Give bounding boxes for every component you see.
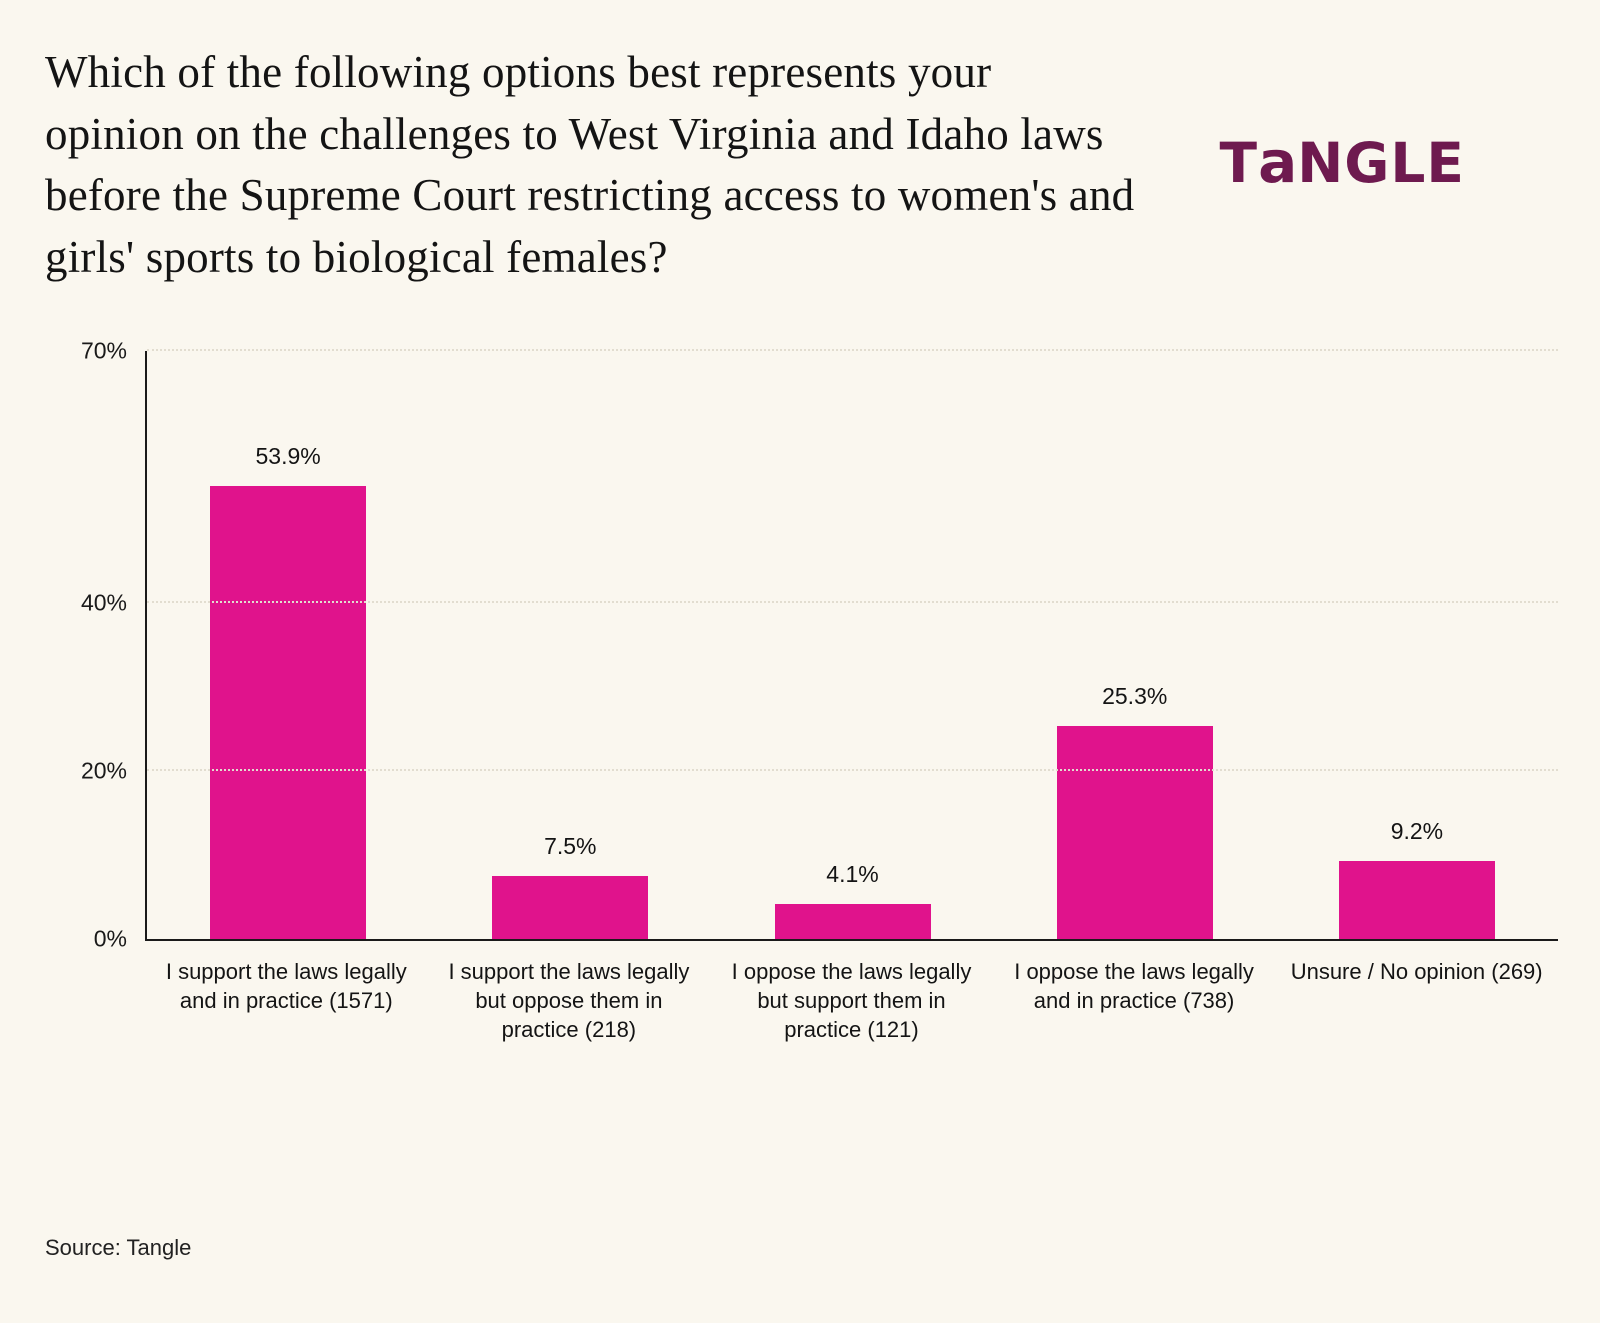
- bar-value-label: 7.5%: [544, 832, 597, 859]
- source-note: Source: Tangle: [45, 1235, 192, 1260]
- bar: [492, 875, 649, 939]
- bar-chart: 53.9% 7.5% 4.1% 25.3% 9.2% 0% 20% 40% 70% I sup…: [45, 337, 1558, 1044]
- bar-group: 53.9%: [147, 351, 429, 939]
- category-axis: I support the laws legally and in practi…: [145, 941, 1558, 1044]
- header: Which of the following options best repr…: [0, 0, 1600, 289]
- bar-value-label: 53.9%: [255, 442, 321, 469]
- category-label: Unsure / No opinion (269): [1290, 958, 1543, 984]
- bar-value-label: 25.3%: [1102, 683, 1168, 710]
- bar-group: 9.2%: [1276, 351, 1558, 939]
- category-label: I oppose the laws legally but support th…: [731, 958, 972, 1042]
- y-tick-label: 0%: [93, 925, 127, 952]
- y-tick-label: 20%: [80, 757, 127, 784]
- plot-area: 53.9% 7.5% 4.1% 25.3% 9.2% 0% 20% 40% 70%: [81, 337, 1558, 951]
- bar-group: 4.1%: [711, 351, 993, 939]
- bar: [1056, 726, 1213, 939]
- y-tick-label: 70%: [80, 337, 127, 364]
- gridline: [147, 600, 1558, 603]
- bar: [1338, 861, 1495, 939]
- gridline: [147, 768, 1558, 771]
- bar-value-label: 4.1%: [826, 861, 879, 888]
- page-title: Which of the following options best repr…: [45, 47, 1135, 282]
- logo-letter-t: T: [1219, 131, 1259, 195]
- y-tick-label: 40%: [80, 589, 127, 616]
- category-label: I oppose the laws legally and in practic…: [1014, 958, 1254, 1013]
- bar-group: 25.3%: [994, 351, 1276, 939]
- bar: [774, 904, 931, 939]
- category-label: I support the laws legally and in practi…: [165, 958, 407, 1013]
- tangle-logo: TaNGLE: [1220, 128, 1465, 196]
- gridline: [147, 348, 1558, 351]
- bar: [210, 485, 367, 939]
- bar-columns: 53.9% 7.5% 4.1% 25.3% 9.2%: [147, 351, 1558, 939]
- category-label: I support the laws legally but oppose th…: [448, 958, 690, 1042]
- logo-letter-a: a: [1258, 128, 1298, 196]
- bar-group: 7.5%: [429, 351, 711, 939]
- logo-letters-ngle: NGLE: [1297, 131, 1465, 195]
- bar-value-label: 9.2%: [1390, 818, 1444, 845]
